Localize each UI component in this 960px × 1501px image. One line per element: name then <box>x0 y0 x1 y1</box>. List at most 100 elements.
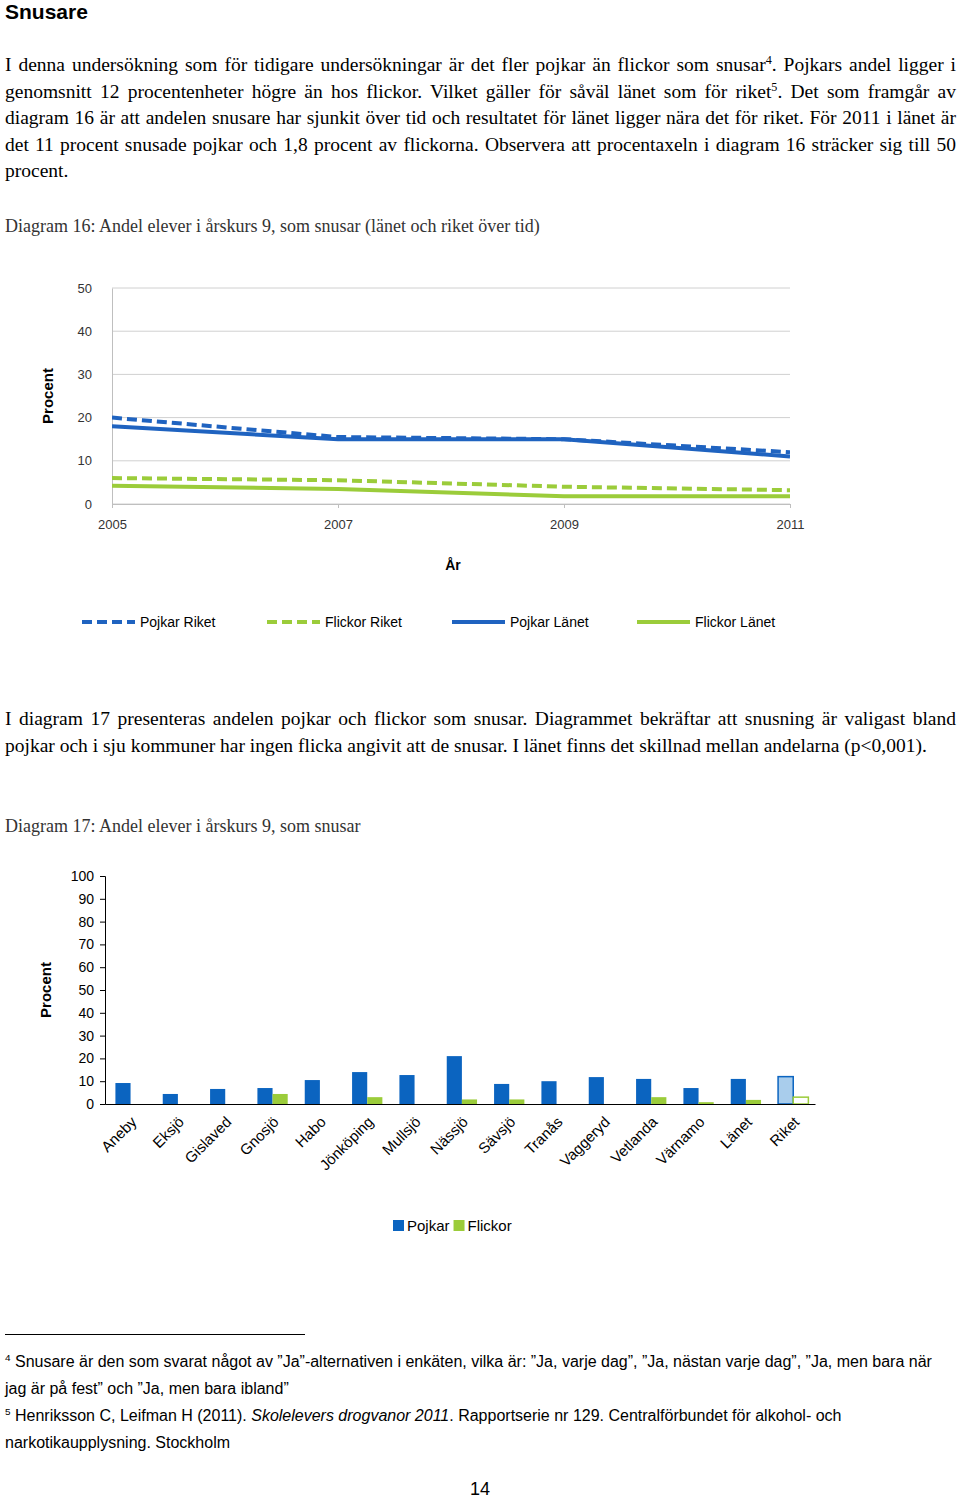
tick: Nässjö <box>427 1113 471 1157</box>
tick-mark <box>564 504 565 508</box>
legend-item: Flickor Länet <box>637 614 775 630</box>
tick-label: 2007 <box>324 517 353 532</box>
tick-mark <box>100 1104 105 1105</box>
tick: 50 <box>78 281 112 296</box>
tick: Vaggeryd <box>556 1113 613 1170</box>
legend-swatch <box>454 1220 465 1231</box>
bar <box>163 1094 178 1104</box>
tick: 10 <box>78 1073 105 1089</box>
tick-label: Vaggeryd <box>556 1113 613 1170</box>
tick-label: Värnamo <box>653 1113 708 1168</box>
tick-label: Nässjö <box>427 1113 471 1157</box>
tick-mark <box>100 990 105 991</box>
tick-label: Länet <box>717 1112 756 1151</box>
tick: Vetlanda <box>607 1113 661 1167</box>
tick: Habo <box>292 1113 329 1150</box>
tick-label: Tranås <box>521 1113 566 1158</box>
bar <box>210 1089 225 1104</box>
tick-label: 50 <box>78 281 92 296</box>
tick: 90 <box>78 891 105 907</box>
bar <box>257 1088 272 1104</box>
bar <box>352 1072 367 1104</box>
tick-mark <box>100 1013 105 1014</box>
tick-label: Gislaved <box>181 1113 234 1166</box>
tick-label: 70 <box>78 936 94 952</box>
line-series <box>112 426 790 456</box>
legend-swatch <box>393 1220 404 1231</box>
page-number: 14 <box>0 1479 960 1500</box>
tick: Mullsjö <box>379 1113 424 1158</box>
footnote: 5 Henriksson C, Leifman H (2011). Skolel… <box>5 1402 955 1456</box>
plot-area <box>115 1056 808 1104</box>
tick-mark <box>100 899 105 900</box>
tick: Tranås <box>521 1113 566 1158</box>
tick-label: 90 <box>78 891 94 907</box>
tick: 50 <box>78 982 105 998</box>
tick-label: Riket <box>766 1112 803 1149</box>
tick: Gnosjö <box>236 1113 282 1159</box>
page-title: Snusare <box>5 0 88 24</box>
tick-label: 20 <box>78 410 92 425</box>
line-series <box>112 486 790 496</box>
legend-label: Pojkar <box>407 1217 450 1234</box>
text-run: I diagram 17 presenteras andelen pojkar … <box>5 708 956 756</box>
tick-mark <box>338 504 339 508</box>
bar <box>415 1104 430 1105</box>
legend-item: Pojkar Riket <box>82 614 216 630</box>
bar <box>509 1099 524 1104</box>
axis-line <box>112 289 113 505</box>
tick: 100 <box>71 868 105 884</box>
bar <box>447 1056 462 1104</box>
legend-label: Pojkar Länet <box>510 614 589 630</box>
tick: Aneby <box>98 1113 140 1155</box>
tick: Jönköping <box>316 1113 376 1173</box>
axis-line <box>100 877 106 1105</box>
tick-label: Aneby <box>98 1113 140 1155</box>
text-run: I denna undersökning som för tidigare un… <box>5 54 766 75</box>
bar <box>731 1079 746 1104</box>
bar <box>651 1097 666 1104</box>
tick: 0 <box>86 1096 105 1112</box>
bar <box>604 1104 619 1105</box>
tick-label: 20 <box>78 1050 94 1066</box>
tick-label: 10 <box>78 1073 94 1089</box>
tick-label: Gnosjö <box>236 1113 282 1159</box>
footnote-number: 4 <box>5 1352 11 1363</box>
legend-swatch <box>82 620 135 624</box>
legend-label: Flickor <box>468 1217 512 1234</box>
tick-label: 40 <box>78 1005 94 1021</box>
axis-title: År <box>445 557 461 573</box>
tick-label: Vetlanda <box>607 1113 661 1167</box>
tick: Riket <box>766 1112 803 1149</box>
tick: 30 <box>78 367 112 382</box>
footnote-ref: 5 <box>771 79 777 93</box>
tick: 20 <box>78 1050 105 1066</box>
tick-mark <box>100 1081 105 1082</box>
grid-line <box>112 374 790 375</box>
footnote-rule <box>5 1334 305 1335</box>
bar <box>399 1075 414 1104</box>
legend-label: Flickor Riket <box>325 614 402 630</box>
bar <box>683 1088 698 1104</box>
tick: 60 <box>78 959 105 975</box>
tick: 20 <box>78 410 112 425</box>
legend-swatch <box>267 620 320 624</box>
bar <box>320 1104 335 1105</box>
grid-line <box>112 288 790 289</box>
tick-mark <box>100 922 105 923</box>
legend-item: Pojkar <box>393 1217 450 1234</box>
tick-label: 30 <box>78 1028 94 1044</box>
bar <box>494 1084 509 1104</box>
tick-mark <box>100 944 105 945</box>
legend-label: Flickor Länet <box>695 614 775 630</box>
footnote: 4 Snusare är den som svarat något av ”Ja… <box>5 1348 955 1402</box>
bar <box>131 1104 146 1105</box>
chart-title: Diagram 17: Andel elever i årskurs 9, so… <box>5 816 360 836</box>
tick-mark <box>100 1036 105 1037</box>
legend-item: Flickor <box>454 1217 512 1234</box>
legend-label: Pojkar Riket <box>140 614 216 630</box>
chart-title: Diagram 16: Andel elever i årskurs 9, so… <box>5 216 540 237</box>
x-axis: AnebyEksjöGislavedGnosjöHaboJönköpingMul… <box>98 1105 816 1174</box>
tick: 30 <box>78 1028 105 1044</box>
bar <box>557 1104 572 1105</box>
